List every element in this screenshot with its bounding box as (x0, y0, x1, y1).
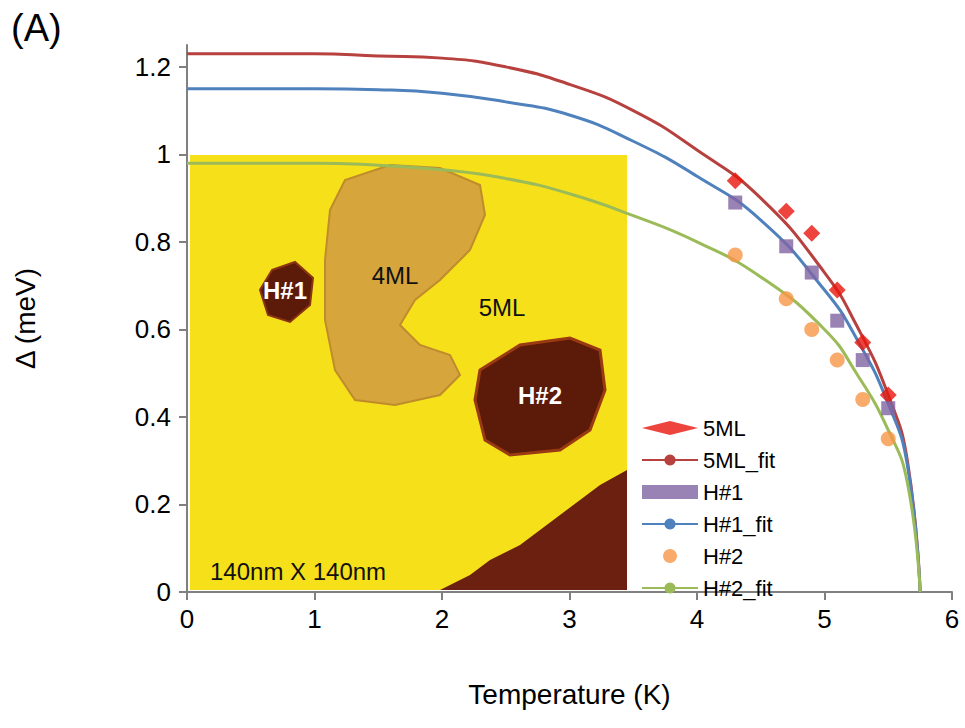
svg-text:4: 4 (690, 604, 704, 634)
svg-text:H#1: H#1 (263, 277, 307, 304)
svg-text:5: 5 (817, 604, 831, 634)
svg-text:0.6: 0.6 (135, 314, 171, 344)
svg-text:6: 6 (945, 604, 959, 634)
svg-text:3: 3 (562, 604, 576, 634)
svg-text:(A): (A) (11, 7, 62, 49)
svg-text:4ML: 4ML (372, 262, 419, 289)
svg-text:H#1_fit: H#1_fit (703, 512, 773, 537)
svg-text:1: 1 (157, 139, 171, 169)
svg-text:Temperature (K): Temperature (K) (468, 679, 670, 710)
svg-text:0.2: 0.2 (135, 489, 171, 519)
svg-text:0.8: 0.8 (135, 227, 171, 257)
svg-text:1: 1 (307, 604, 321, 634)
svg-text:H#2: H#2 (703, 544, 743, 569)
svg-text:H#2: H#2 (518, 382, 562, 409)
svg-text:5ML_fit: 5ML_fit (703, 448, 775, 473)
svg-text:0.4: 0.4 (135, 402, 171, 432)
svg-text:0: 0 (157, 577, 171, 607)
svg-text:H#1: H#1 (703, 480, 743, 505)
svg-text:Δ (meV): Δ (meV) (10, 268, 41, 369)
svg-text:140nm X 140nm: 140nm X 140nm (210, 558, 386, 585)
svg-text:5ML: 5ML (479, 294, 526, 321)
svg-text:H#2_fit: H#2_fit (703, 576, 773, 601)
svg-text:1.2: 1.2 (135, 52, 171, 82)
svg-text:2: 2 (435, 604, 449, 634)
svg-text:5ML: 5ML (703, 416, 746, 441)
svg-text:0: 0 (180, 604, 194, 634)
